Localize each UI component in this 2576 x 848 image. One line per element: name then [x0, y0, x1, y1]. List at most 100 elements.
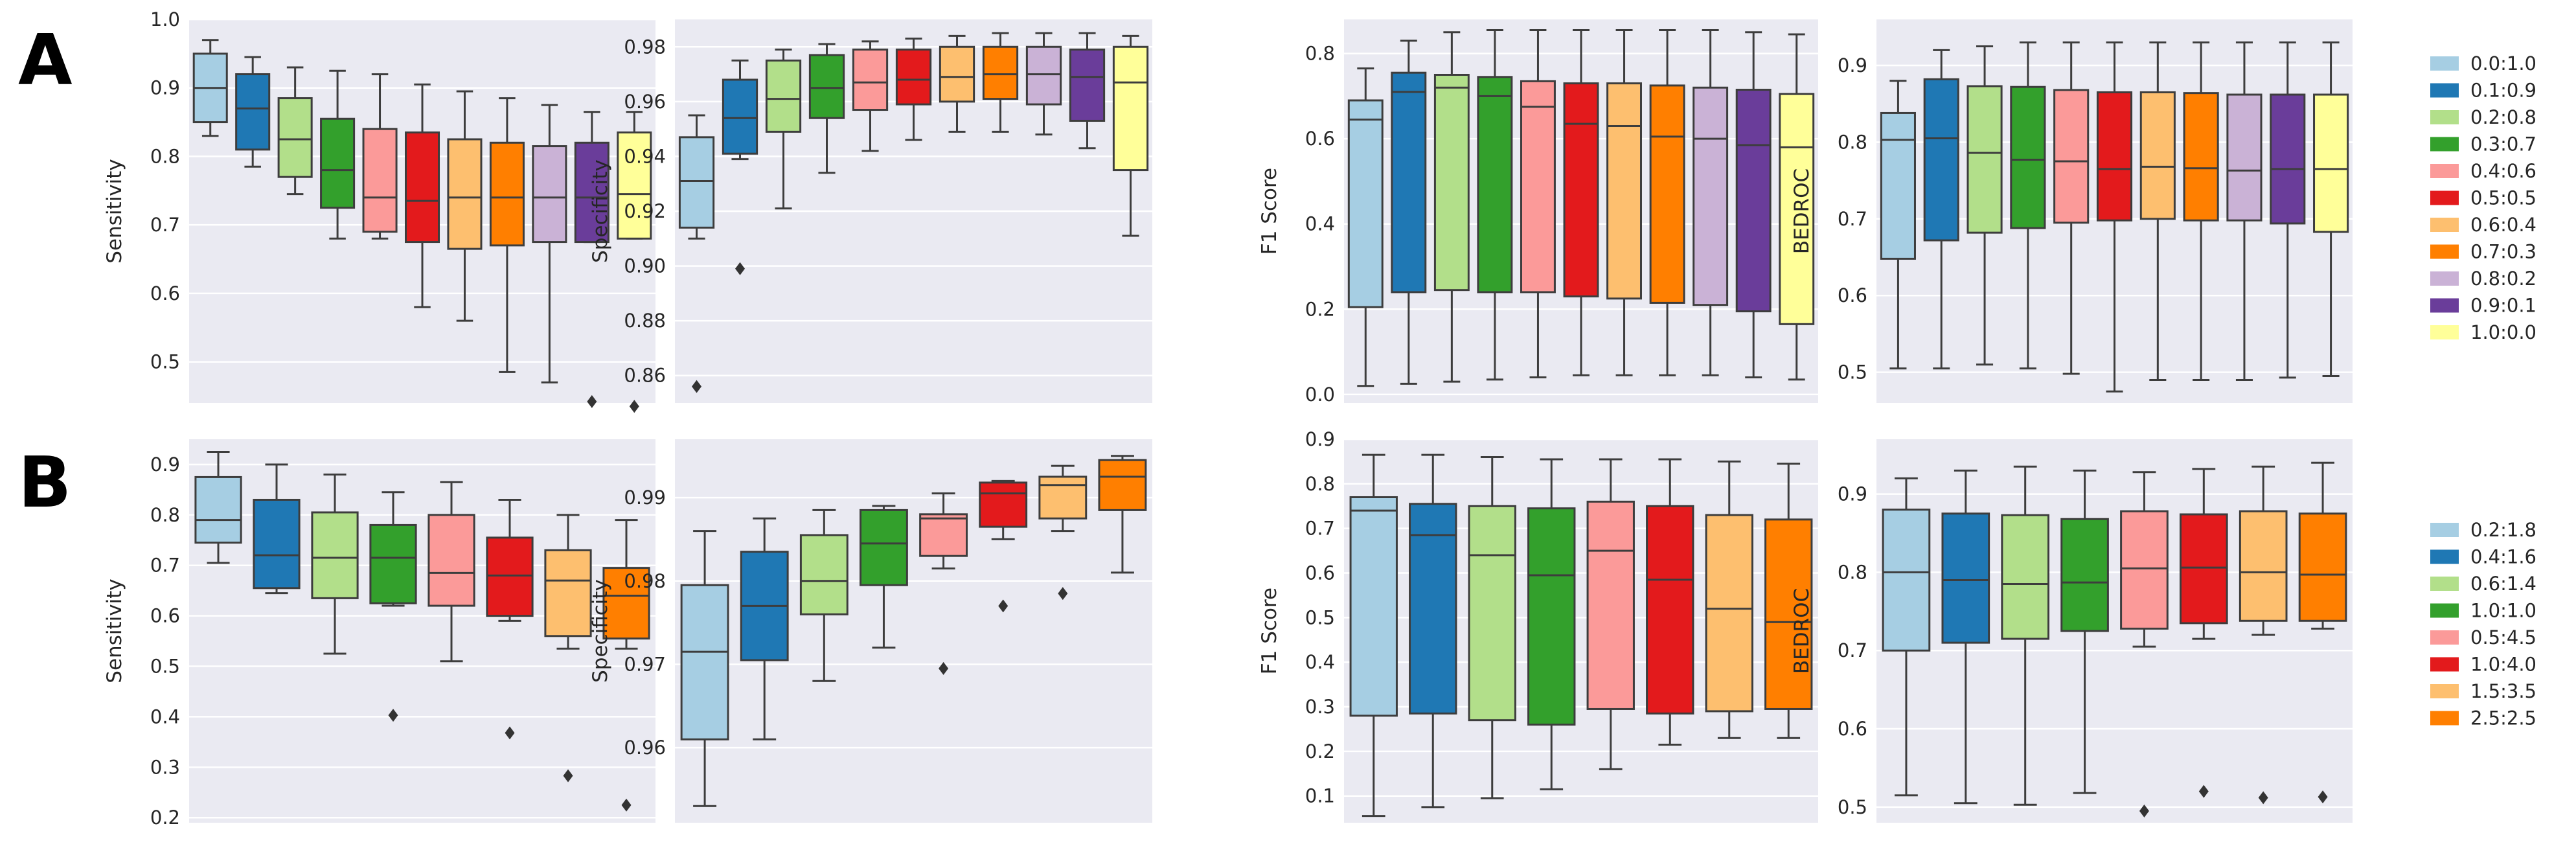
box-0.4:0.6 [362, 73, 398, 240]
y-tick-label: 0.88 [624, 310, 666, 332]
box-0.8:0.2 [2226, 41, 2263, 381]
legend-label: 0.5:4.5 [2470, 626, 2536, 648]
box-1.0:1.0 [1527, 458, 1576, 790]
box-0.1:0.9 [1923, 49, 1959, 370]
box-iqr [1527, 507, 1576, 726]
box-iqr [1880, 111, 1916, 260]
y-axis-label: Sensitivity [103, 159, 126, 263]
box-iqr [1069, 49, 1106, 122]
box-iqr [2183, 92, 2219, 222]
box-iqr [2053, 89, 2090, 224]
y-tick-label: 0.3 [150, 756, 180, 778]
y-tick-label: 0.7 [1305, 518, 1335, 540]
y-axis-label: BEDROC [1790, 168, 1814, 254]
box-0.7:0.3 [2183, 41, 2219, 381]
y-tick-label: 0.9 [1838, 54, 1867, 76]
y-tick-label: 0.86 [624, 365, 666, 387]
legend-swatch [2430, 549, 2459, 564]
box-0.4:0.6 [852, 40, 889, 152]
box-0.7:0.3 [489, 97, 525, 373]
y-tick-label: 0.2 [1305, 740, 1335, 762]
box-iqr [369, 523, 417, 604]
legend-item: 0.2:0.8 [2430, 106, 2536, 128]
y-tick-label: 0.3 [1305, 696, 1335, 718]
legend-swatch [2430, 83, 2459, 98]
legend-label: 0.8:0.2 [2470, 268, 2536, 290]
legend-item: 0.9:0.1 [2430, 295, 2536, 317]
legend-label: 1.0:0.0 [2470, 321, 2536, 343]
box-1.5:3.5 [1705, 460, 1753, 739]
box-iqr [532, 145, 567, 244]
y-tick-label: 0.2 [1305, 298, 1335, 320]
box-iqr [680, 584, 729, 740]
box-0.4:1.6 [253, 463, 301, 595]
y-tick-label: 0.6 [150, 605, 180, 627]
box-iqr [1391, 71, 1427, 293]
legend-swatch [2430, 164, 2459, 178]
box-iqr [602, 567, 650, 640]
box-0.1:0.9 [722, 59, 758, 275]
box-iqr [1779, 93, 1815, 325]
box-iqr [1941, 512, 1990, 644]
y-axis-label: BEDROC [1790, 588, 1814, 674]
y-tick-label: 0.7 [150, 214, 180, 236]
box-iqr [1764, 518, 1813, 710]
y-tick-label: 0.5 [1305, 606, 1335, 628]
legend-item: 1.0:4.0 [2430, 654, 2536, 676]
box-0.1:0.9 [235, 56, 271, 168]
legend-swatch [2430, 577, 2459, 591]
box-iqr [1025, 45, 1062, 106]
box-iqr [489, 141, 525, 247]
legend-label: 0.5:0.5 [2470, 187, 2536, 209]
box-iqr [1606, 82, 1642, 300]
legend-swatch [2430, 56, 2459, 71]
outlier-point [692, 380, 701, 393]
box-iqr [617, 131, 652, 240]
box-1.0:0.0 [1779, 33, 1815, 381]
box-0.6:0.4 [2139, 41, 2176, 381]
y-tick-label: 0.8 [1838, 131, 1867, 153]
y-tick-label: 0.9 [150, 453, 180, 476]
box-iqr [808, 54, 845, 119]
box-0.2:0.8 [765, 49, 802, 210]
box-iqr [2010, 86, 2046, 229]
box-1.5:3.5 [2239, 465, 2288, 805]
box-iqr [799, 534, 849, 615]
box-iqr [939, 45, 975, 103]
box-iqr [1705, 514, 1753, 713]
y-tick-label: 0.94 [624, 145, 666, 167]
box-1.0:4.0 [979, 479, 1028, 613]
y-tick-label: 0.9 [150, 77, 180, 99]
legend-label: 0.2:1.8 [2470, 519, 2536, 541]
box-iqr [2239, 510, 2288, 622]
outlier-point [939, 661, 949, 675]
box-0.0:1.0 [678, 114, 715, 393]
box-iqr [277, 97, 313, 178]
box-iqr [1563, 82, 1599, 298]
box-iqr [320, 117, 356, 209]
y-tick-label: 0.8 [150, 504, 180, 526]
box-0.7:0.3 [1649, 29, 1685, 376]
box-iqr [722, 78, 758, 155]
box-iqr [1735, 89, 1772, 313]
panel-label-b: B [18, 442, 71, 523]
box-1.0:1.0 [369, 491, 417, 722]
box-1.5:3.5 [544, 514, 592, 783]
box-0.2:0.8 [1966, 45, 2003, 366]
y-tick-label: 0.0 [1305, 384, 1335, 406]
box-0.5:0.5 [895, 38, 932, 141]
legend-label: 0.4:1.6 [2470, 546, 2536, 568]
outlier-point [2139, 804, 2149, 818]
outlier-point [2198, 785, 2209, 798]
box-1.0:4.0 [2179, 468, 2228, 798]
legend-swatch [2430, 523, 2459, 537]
box-0.3:0.7 [2010, 41, 2046, 370]
legend-item: 0.8:0.2 [2430, 268, 2536, 290]
box-2.5:2.5 [1098, 455, 1147, 574]
box-0.0:1.0 [1880, 80, 1916, 370]
legend-swatch [2430, 110, 2459, 124]
chart-panel-b-specificity: 0.96 0.97 0.98 0.99 Specificity [589, 439, 1152, 823]
box-0.0:1.0 [1347, 67, 1384, 387]
box-iqr [2298, 512, 2347, 622]
